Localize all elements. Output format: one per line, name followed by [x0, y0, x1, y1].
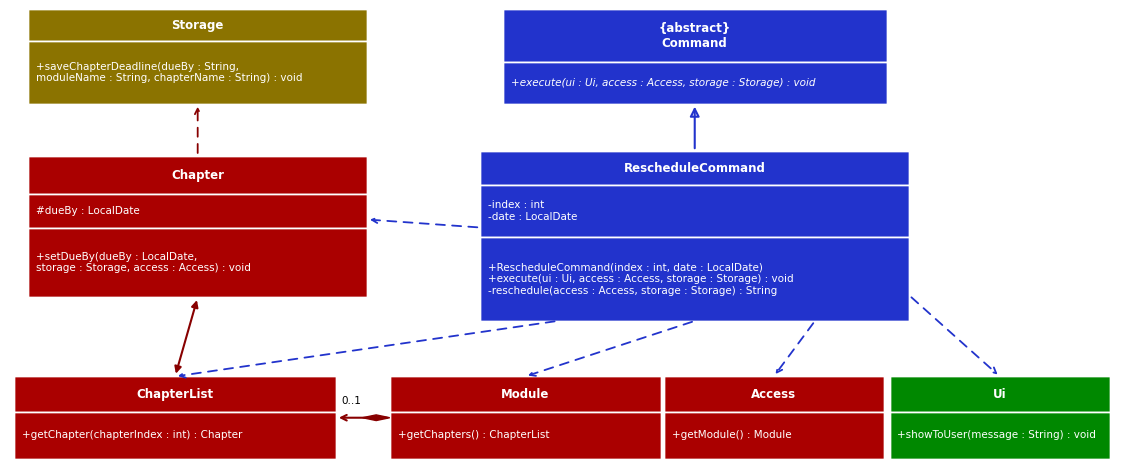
Bar — [664, 412, 884, 459]
Bar — [29, 156, 367, 297]
Text: Chapter: Chapter — [171, 169, 225, 182]
Bar — [29, 156, 367, 194]
Bar — [29, 9, 367, 41]
Text: RescheduleCommand: RescheduleCommand — [623, 161, 766, 175]
Bar — [390, 377, 661, 412]
Text: +getModule() : Module: +getModule() : Module — [672, 430, 791, 440]
Bar — [664, 377, 884, 459]
Text: +RescheduleCommand(index : int, date : LocalDate)
+execute(ui : Ui, access : Acc: +RescheduleCommand(index : int, date : L… — [488, 262, 794, 295]
Text: Storage: Storage — [172, 19, 223, 32]
Text: +setDueBy(dueBy : LocalDate,
storage : Storage, access : Access) : void: +setDueBy(dueBy : LocalDate, storage : S… — [37, 252, 251, 273]
Bar — [29, 228, 367, 297]
Text: +getChapters() : ChapterList: +getChapters() : ChapterList — [398, 430, 549, 440]
Text: #dueBy : LocalDate: #dueBy : LocalDate — [37, 206, 140, 216]
Bar — [889, 412, 1109, 459]
Text: ChapterList: ChapterList — [136, 388, 213, 401]
Text: +showToUser(message : String) : void: +showToUser(message : String) : void — [897, 430, 1097, 440]
Text: Access: Access — [752, 388, 796, 401]
Bar — [503, 9, 887, 104]
Bar — [503, 9, 887, 62]
Bar — [889, 377, 1109, 412]
Text: -index : int
-date : LocalDate: -index : int -date : LocalDate — [488, 200, 578, 222]
Bar — [664, 377, 884, 412]
Text: Module: Module — [501, 388, 549, 401]
Bar — [480, 237, 910, 321]
Bar — [889, 377, 1109, 459]
Bar — [14, 412, 336, 459]
Bar — [29, 194, 367, 228]
Bar — [390, 412, 661, 459]
Bar — [480, 185, 910, 237]
Polygon shape — [362, 415, 390, 421]
Bar — [480, 151, 910, 185]
Bar — [29, 41, 367, 104]
Bar — [480, 151, 910, 321]
Text: {abstract}
Command: {abstract} Command — [659, 22, 731, 50]
Text: Ui: Ui — [992, 388, 1006, 401]
Bar — [29, 9, 367, 104]
Text: +execute(ui : Ui, access : Access, storage : Storage) : void: +execute(ui : Ui, access : Access, stora… — [511, 78, 815, 88]
Bar — [14, 377, 336, 412]
Bar — [503, 62, 887, 104]
Bar — [14, 377, 336, 459]
Text: +saveChapterDeadline(dueBy : String,
moduleName : String, chapterName : String) : +saveChapterDeadline(dueBy : String, mod… — [37, 61, 303, 83]
Text: 0..1: 0..1 — [342, 396, 361, 406]
Text: +getChapter(chapterIndex : int) : Chapter: +getChapter(chapterIndex : int) : Chapte… — [22, 430, 243, 440]
Bar — [390, 377, 661, 459]
